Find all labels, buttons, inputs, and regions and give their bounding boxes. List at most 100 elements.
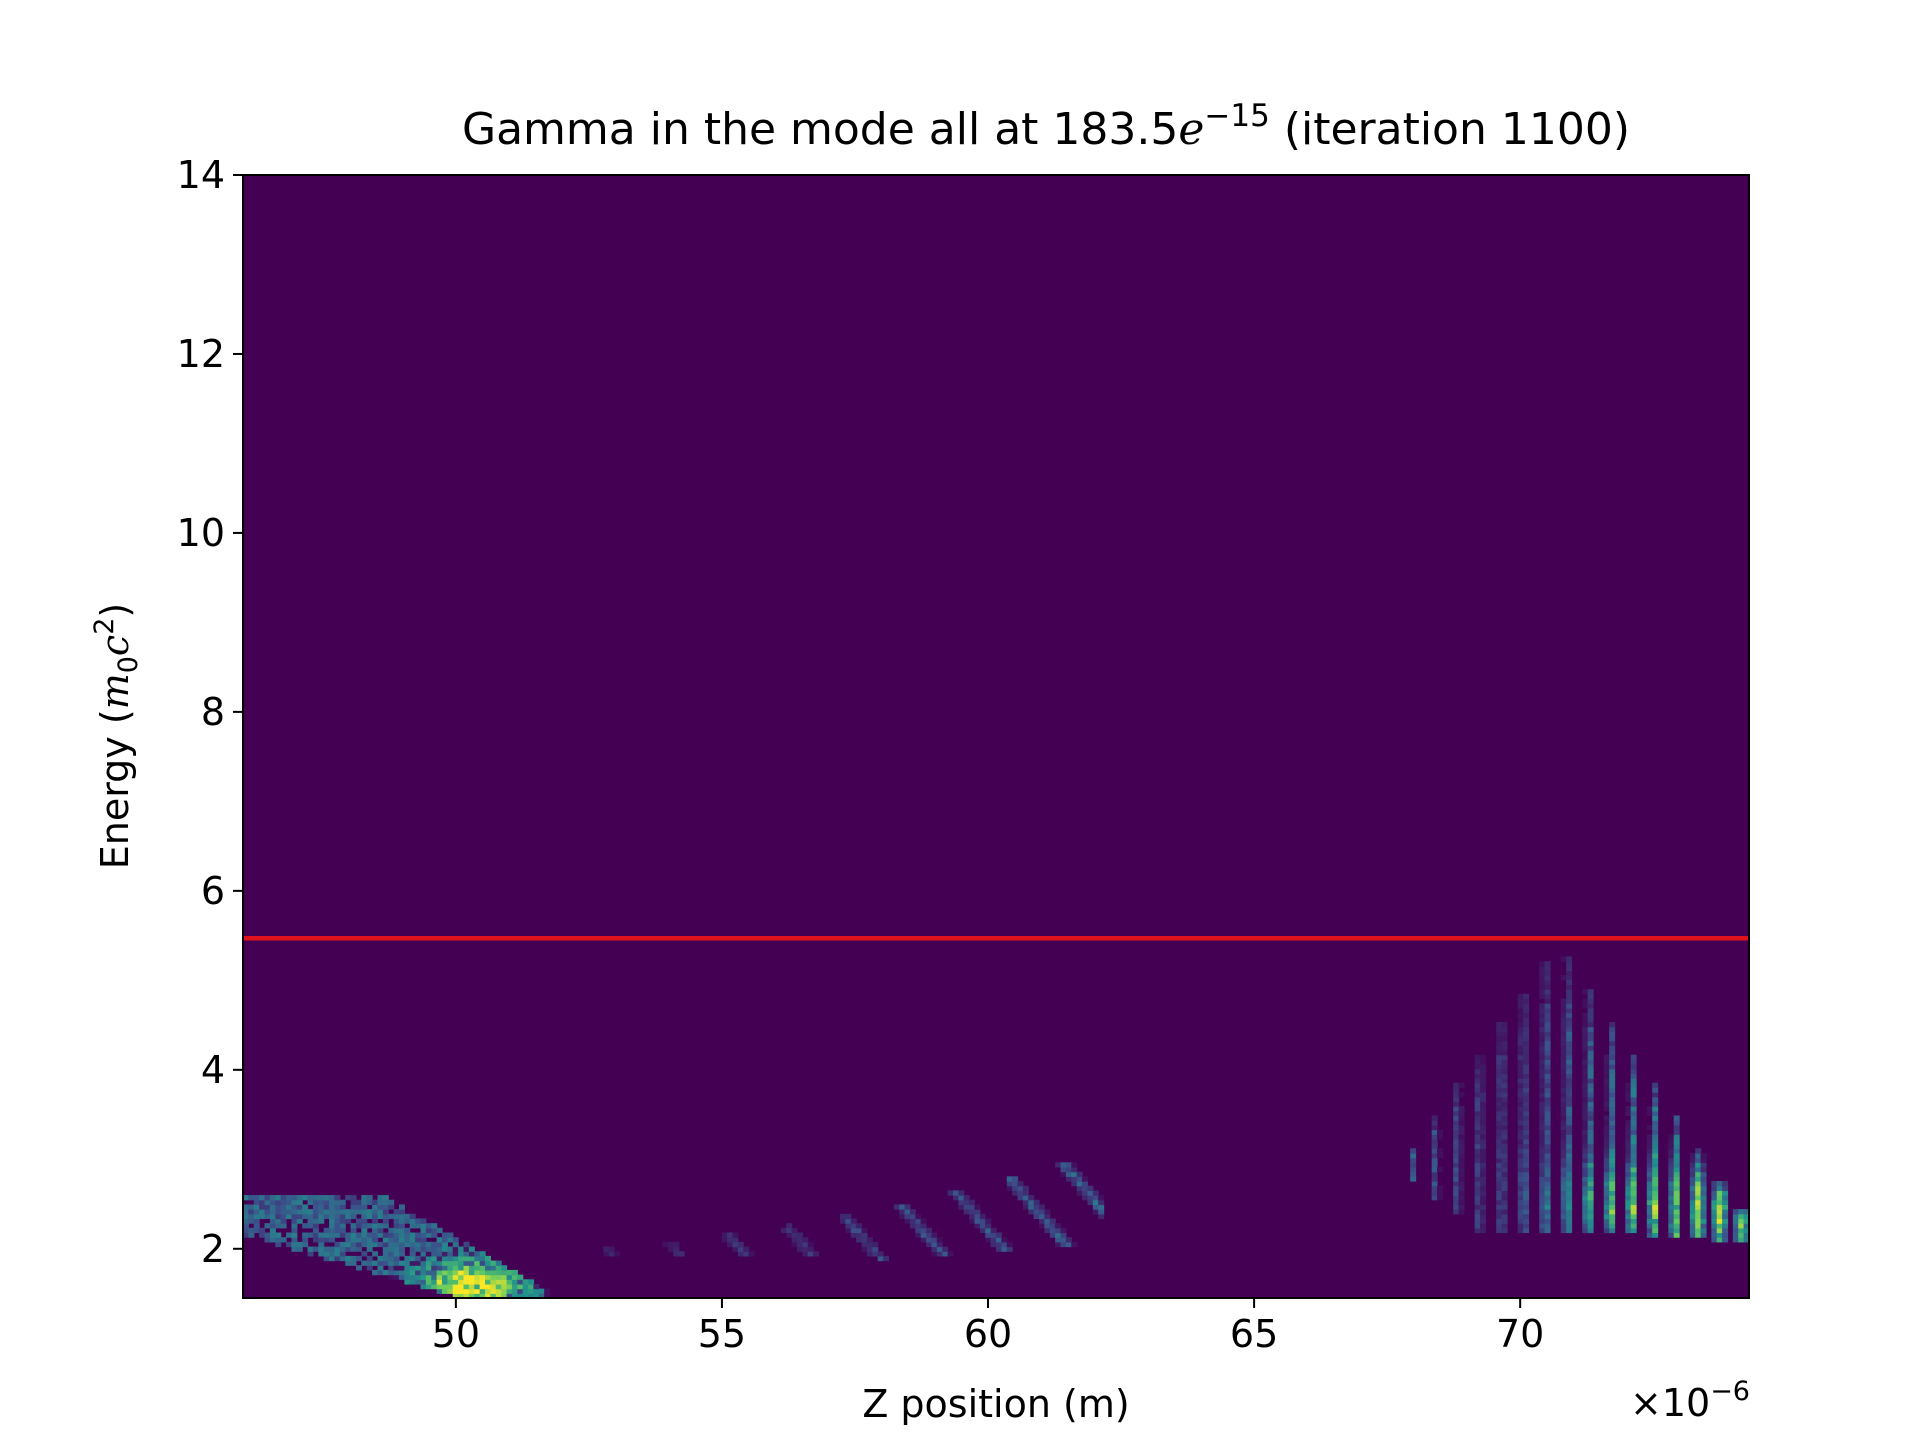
heatmap-cell bbox=[1700, 1204, 1707, 1210]
heatmap-cell bbox=[1523, 1059, 1530, 1065]
heatmap-cell bbox=[1453, 1176, 1460, 1182]
heatmap-cell bbox=[323, 1195, 330, 1201]
heatmap-cell bbox=[1652, 1218, 1659, 1224]
heatmap-cell bbox=[1458, 1195, 1465, 1201]
heatmap-cell bbox=[1630, 1181, 1637, 1187]
heatmap-cell bbox=[1603, 1152, 1610, 1159]
heatmap-cell bbox=[1539, 989, 1546, 995]
heatmap-cell bbox=[1582, 1106, 1589, 1112]
heatmap-cell bbox=[985, 1232, 992, 1238]
heatmap-cell bbox=[339, 1213, 346, 1220]
heatmap-cell bbox=[1065, 1241, 1072, 1248]
heatmap-cell bbox=[1625, 1087, 1632, 1093]
heatmap-cell bbox=[1539, 1059, 1546, 1065]
heatmap-cell bbox=[447, 1288, 454, 1294]
heatmap-cell bbox=[436, 1279, 443, 1285]
heatmap-cell bbox=[1695, 1152, 1702, 1159]
heatmap-cell bbox=[1501, 1115, 1508, 1121]
heatmap-cell bbox=[501, 1269, 508, 1276]
heatmap-cell bbox=[1603, 1120, 1610, 1126]
heatmap-cell bbox=[296, 1246, 303, 1252]
heatmap-cell bbox=[1695, 1204, 1702, 1210]
heatmap-cell bbox=[1609, 1082, 1616, 1089]
heatmap-cell bbox=[1560, 1003, 1567, 1009]
heatmap-cell bbox=[1609, 1171, 1616, 1177]
heatmap-cell bbox=[377, 1260, 384, 1266]
heatmap-cell bbox=[248, 1227, 255, 1234]
heatmap-cell bbox=[1582, 989, 1589, 995]
heatmap-cell bbox=[436, 1246, 443, 1252]
heatmap-cell bbox=[436, 1269, 443, 1276]
heatmap-cell bbox=[329, 1213, 336, 1220]
heatmap-cell bbox=[1022, 1199, 1029, 1206]
heatmap-cell bbox=[1587, 1031, 1594, 1037]
heatmap-cell bbox=[1539, 1223, 1546, 1229]
heatmap-cell bbox=[1711, 1223, 1718, 1229]
heatmap-cell bbox=[1700, 1176, 1707, 1182]
heatmap-cell bbox=[673, 1251, 680, 1257]
heatmap-cell bbox=[442, 1265, 448, 1271]
heatmap-cell bbox=[468, 1274, 475, 1280]
heatmap-cell bbox=[259, 1204, 266, 1210]
heatmap-cell bbox=[1689, 1199, 1696, 1206]
heatmap-cell bbox=[1716, 1195, 1723, 1201]
heatmap-cell bbox=[479, 1269, 486, 1276]
heatmap-cell bbox=[1668, 1218, 1675, 1224]
heatmap-cell bbox=[1700, 1227, 1707, 1234]
heatmap-cell bbox=[1630, 1115, 1637, 1121]
heatmap-cell bbox=[1582, 1012, 1589, 1018]
heatmap-cell bbox=[361, 1237, 368, 1243]
heatmap-cell bbox=[915, 1227, 922, 1234]
heatmap-cell bbox=[899, 1204, 906, 1210]
heatmap-cell bbox=[1453, 1082, 1460, 1089]
heatmap-cell bbox=[253, 1223, 260, 1229]
heatmap-cell bbox=[1587, 1003, 1594, 1009]
heatmap-cell bbox=[1646, 1232, 1653, 1238]
heatmap-cell bbox=[393, 1232, 400, 1238]
heatmap-cell bbox=[1587, 1124, 1594, 1131]
heatmap-cell bbox=[732, 1246, 739, 1252]
heatmap-cell bbox=[458, 1288, 465, 1294]
heatmap-cell bbox=[339, 1251, 346, 1257]
heatmap-cell bbox=[1523, 1031, 1530, 1037]
heatmap-cell bbox=[442, 1251, 448, 1257]
heatmap-cell bbox=[345, 1241, 352, 1248]
heatmap-cell bbox=[1609, 1064, 1616, 1070]
heatmap-cell bbox=[1431, 1115, 1438, 1121]
heatmap-cell bbox=[1668, 1185, 1675, 1191]
heatmap-cell bbox=[377, 1204, 384, 1210]
heatmap-cell bbox=[1566, 1227, 1573, 1234]
heatmap-cell bbox=[1582, 1204, 1589, 1210]
heatmap-cell bbox=[415, 1279, 422, 1285]
heatmap-cell bbox=[517, 1274, 524, 1280]
heatmap-cell bbox=[1738, 1213, 1745, 1220]
heatmap-cell bbox=[1625, 1218, 1632, 1224]
plot-frame bbox=[242, 174, 1750, 1299]
heatmap-cell bbox=[1587, 1223, 1594, 1229]
heatmap-cell bbox=[1082, 1176, 1089, 1182]
heatmap-cell bbox=[350, 1227, 357, 1234]
heatmap-cell bbox=[1501, 1129, 1508, 1135]
heatmap-cell bbox=[366, 1209, 373, 1215]
heatmap-cell bbox=[915, 1213, 922, 1220]
heatmap-cell bbox=[1544, 1017, 1551, 1023]
heatmap-cell bbox=[996, 1232, 1002, 1238]
heatmap-cell bbox=[329, 1251, 336, 1257]
heatmap-cell bbox=[468, 1288, 475, 1294]
heatmap-cell bbox=[398, 1218, 405, 1224]
heatmap-cell bbox=[318, 1251, 325, 1257]
heatmap-cell bbox=[1092, 1199, 1099, 1206]
heatmap-cell bbox=[474, 1283, 481, 1290]
heatmap-cell bbox=[974, 1223, 981, 1229]
heatmap-cell bbox=[393, 1218, 400, 1224]
heatmap-cell bbox=[366, 1246, 373, 1252]
heatmap-cell bbox=[1501, 1110, 1508, 1117]
heatmap-cell bbox=[528, 1293, 535, 1298]
heatmap-cell bbox=[1523, 1176, 1530, 1182]
heatmap-cell bbox=[1646, 1185, 1653, 1191]
heatmap-cell bbox=[1544, 1021, 1551, 1028]
heatmap-cell bbox=[291, 1195, 298, 1201]
heatmap-cell bbox=[1474, 1129, 1481, 1135]
heatmap-cell bbox=[1587, 1143, 1594, 1149]
heatmap-cell bbox=[1517, 1185, 1524, 1191]
